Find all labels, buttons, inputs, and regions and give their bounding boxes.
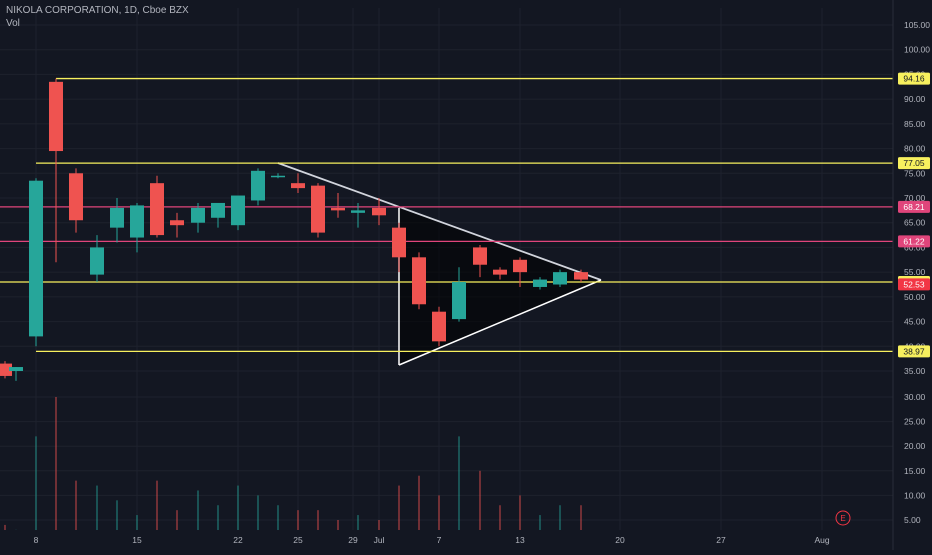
candle-body [533,279,547,287]
candle-body [49,81,63,152]
y-axis-tick: 35.00 [904,366,926,376]
candle-body [392,227,406,258]
candle-body [0,363,12,376]
candle-body [69,173,83,221]
volume-axis-tick: 5.00 [904,515,921,525]
volume-axis-tick: 20.00 [904,441,926,451]
candle-body [29,180,43,337]
price-level-badge [898,235,930,248]
y-axis-tick: 80.00 [904,144,926,154]
volume-indicator-label: Vol [6,18,20,29]
y-axis-tick: 75.00 [904,168,926,178]
volume-axis-tick: 30.00 [904,392,926,402]
triangle-upper-trendline [277,162,602,281]
x-axis-label: 27 [716,535,726,545]
candle-body [191,207,205,223]
y-axis-tick: 105.00 [904,20,930,30]
volume-axis-tick: 25.00 [904,417,926,427]
x-axis-label: Jul [374,535,385,545]
y-axis-tick: 70.00 [904,193,926,203]
price-level-label: 61.22 [903,236,925,246]
candle-body [231,195,245,226]
y-axis-tick: 65.00 [904,218,926,228]
candle-body [574,272,588,280]
y-axis-tick: 45.00 [904,317,926,327]
candle-body [513,259,527,273]
candle-body [473,247,487,265]
price-level-badge [898,72,930,85]
candle-body [110,207,124,228]
y-axis-tick: 60.00 [904,242,926,252]
x-axis-label: 7 [437,535,442,545]
candle-body [150,183,164,236]
volume-axis-tick: 10.00 [904,490,926,500]
candle-body [90,247,104,275]
price-level-label: 52.53 [903,279,925,289]
x-axis-label: 20 [615,535,625,545]
candle-body [311,185,325,233]
candle-body [9,367,23,371]
x-axis-label: 13 [515,535,525,545]
candle-body [351,210,365,213]
price-level-badge [898,157,930,170]
price-level-label: 38.97 [903,346,925,356]
triangle-fill [399,208,601,365]
price-level-badge [898,200,930,213]
candle-body [432,311,446,342]
y-axis-tick: 55.00 [904,267,926,277]
y-axis-tick: 50.00 [904,292,926,302]
candle-body [553,272,567,285]
candle-body [372,207,386,216]
y-axis-tick: 90.00 [904,94,926,104]
symbol-title: NIKOLA CORPORATION, 1D, Cboe BZX [6,5,189,16]
y-axis-tick: 100.00 [904,45,930,55]
price-level-badge [898,345,930,358]
y-axis-tick: 85.00 [904,119,926,129]
candle-body [331,207,345,211]
price-level-label: 68.21 [903,202,925,212]
candle-body [493,269,507,275]
x-axis-label: Aug [814,535,829,545]
price-level-badge [898,278,930,291]
candle-body [170,220,184,226]
candle-body [211,202,225,218]
x-axis-label: 29 [348,535,358,545]
candle-body [271,175,285,178]
candle-body [251,170,265,201]
candle-body [452,282,466,320]
price-level-label: 77.05 [903,158,925,168]
earnings-marker-label: E [840,514,845,523]
candle-body [130,205,144,238]
x-axis-label: 8 [34,535,39,545]
volume-axis-tick: 15.00 [904,466,926,476]
x-axis-label: 22 [233,535,243,545]
earnings-marker-icon [835,510,851,526]
candle-body [291,183,305,189]
price-level-label: 94.16 [903,74,925,84]
candle-body [412,257,426,305]
x-axis-label: 25 [293,535,303,545]
x-axis-label: 15 [132,535,142,545]
